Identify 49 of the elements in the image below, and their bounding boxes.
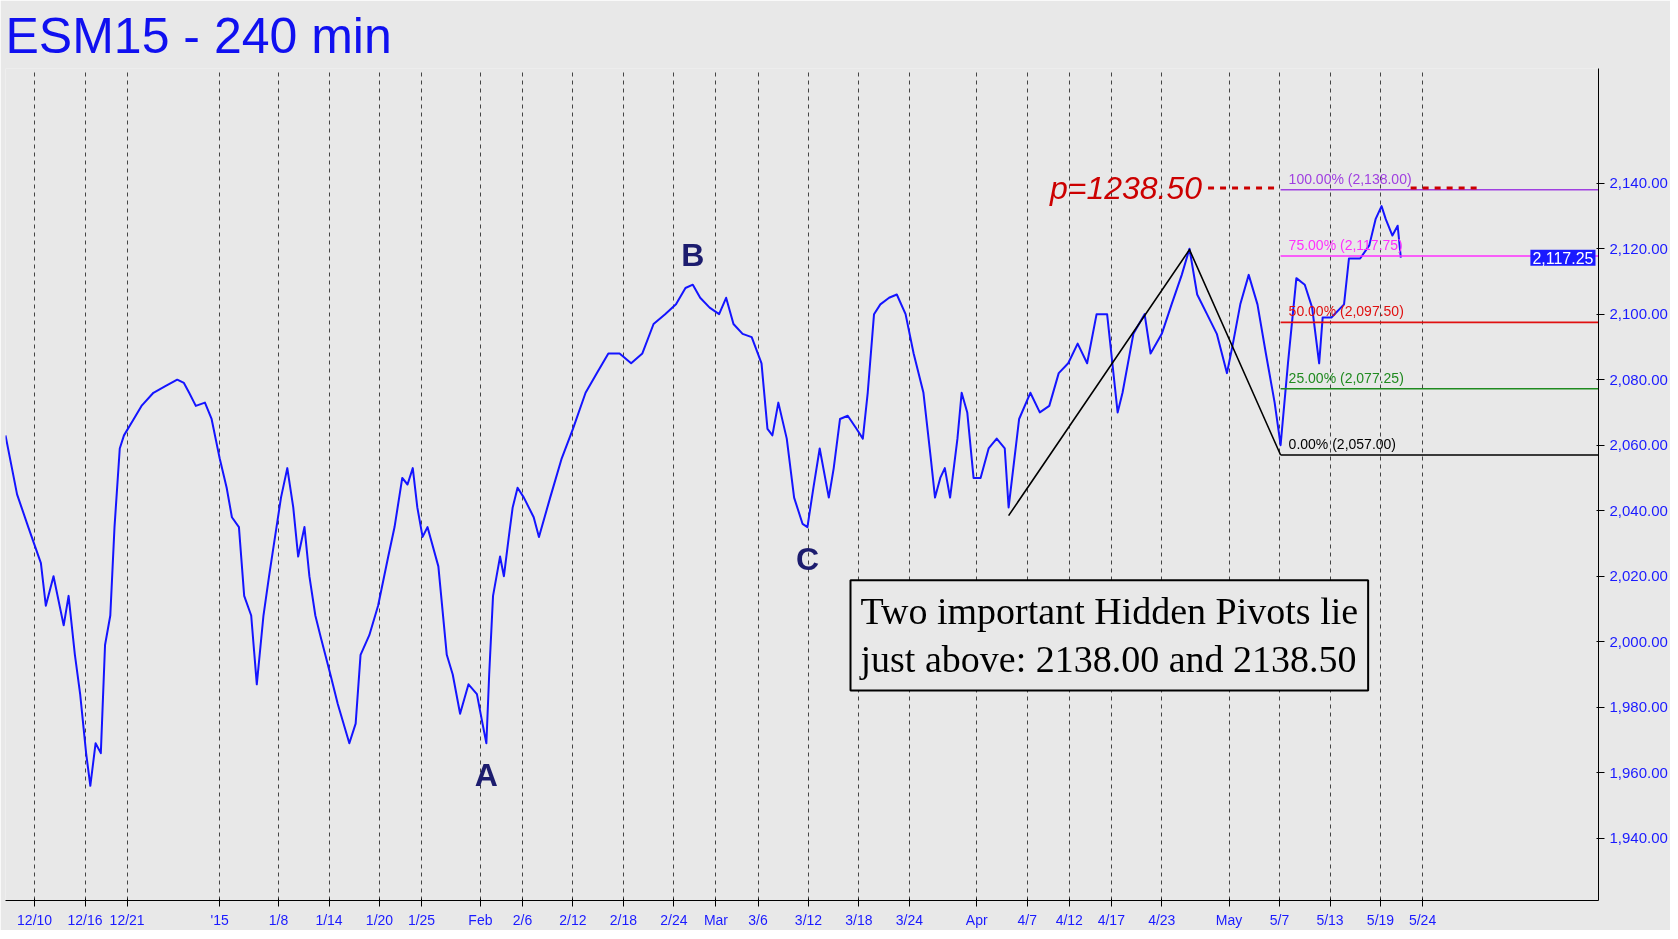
- y-tick-label: 2,060.00: [1609, 436, 1668, 454]
- x-tick-label: 4/23: [1148, 911, 1176, 928]
- annotation: A: [474, 757, 498, 794]
- chart-title: ESM15 - 240 min: [5, 7, 392, 64]
- x-tick-label: 1/14: [315, 911, 343, 928]
- annotation: B: [681, 236, 705, 273]
- y-tick-label: 1,940.00: [1609, 829, 1668, 847]
- x-tick-label: 1/20: [365, 911, 394, 928]
- x-tick-label: 5/19: [1366, 911, 1395, 928]
- series-label: 25.00% (2,077.25): [1288, 369, 1404, 386]
- x-tick-label: 4/12: [1055, 911, 1084, 928]
- y-tick-label: 2,080.00: [1609, 370, 1668, 388]
- x-tick-label: 2/12: [559, 911, 587, 928]
- x-tick-label: 12/10: [17, 911, 53, 928]
- series-label: 0.00% (2,057.00): [1288, 436, 1397, 453]
- x-tick-label: '15: [210, 911, 229, 928]
- x-tick-label: 3/6: [748, 911, 768, 928]
- annotation: C: [795, 541, 819, 578]
- x-tick-label: 5/7: [1269, 911, 1290, 928]
- x-tick-label: 1/8: [268, 911, 289, 928]
- x-tick-label: 12/16: [67, 911, 103, 928]
- x-tick-label: 1/25: [407, 911, 436, 928]
- x-tick-label: 4/7: [1017, 911, 1038, 928]
- x-tick-label: 3/18: [845, 911, 873, 928]
- annotation: p=1238.50: [1048, 170, 1203, 207]
- x-tick-label: 12/21: [109, 911, 145, 928]
- y-tick-label: 2,040.00: [1609, 501, 1668, 519]
- x-tick-label: 2/6: [512, 911, 533, 928]
- x-tick-label: 5/13: [1316, 911, 1344, 928]
- y-tick-label: 2,100.00: [1609, 305, 1668, 323]
- x-tick-label: Feb: [468, 911, 493, 928]
- annotation: 2,117.25: [1532, 249, 1594, 267]
- x-tick-label: 2/18: [609, 911, 638, 928]
- x-tick-label: 4/17: [1097, 911, 1126, 928]
- x-tick-label: 5/24: [1408, 911, 1437, 928]
- y-tick-label: 1,960.00: [1609, 763, 1668, 781]
- series-label: 100.00% (2,138.00): [1288, 170, 1412, 187]
- x-tick-label: 2/24: [660, 911, 688, 928]
- x-tick-label: Mar: [703, 911, 729, 928]
- x-tick-label: May: [1215, 911, 1243, 928]
- y-tick-label: 2,000.00: [1609, 632, 1668, 650]
- annotation: Two important Hidden Pivots lie just above: 2138.00 and 2138.50: [858, 590, 1359, 681]
- x-tick-label: 3/12: [794, 911, 823, 928]
- y-tick-label: 2,120.00: [1609, 239, 1668, 257]
- x-tick-label: 3/24: [895, 911, 924, 928]
- y-tick-label: 1,980.00: [1609, 698, 1668, 716]
- y-tick-label: 2,140.00: [1609, 174, 1668, 192]
- y-tick-label: 2,020.00: [1609, 567, 1668, 585]
- x-tick-label: Apr: [965, 911, 988, 928]
